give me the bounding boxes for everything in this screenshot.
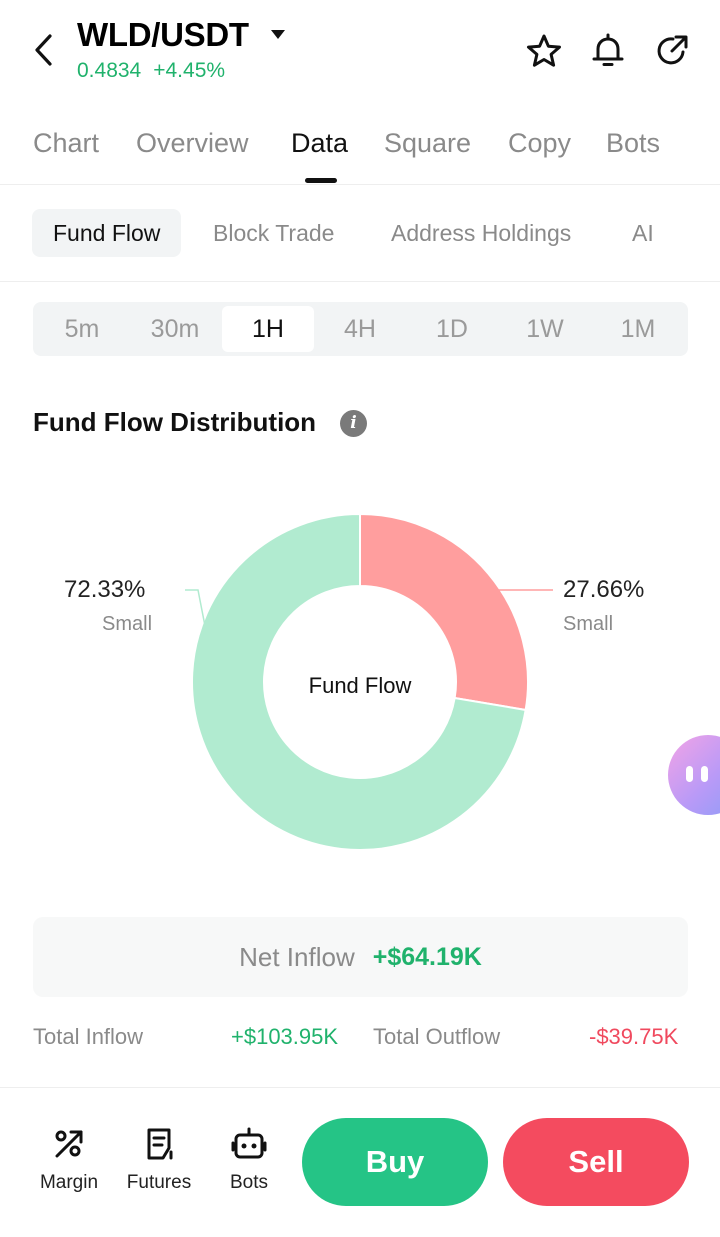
interval-1h[interactable]: 1H (222, 306, 314, 352)
leader-line-1 (185, 589, 238, 787)
tab-square[interactable]: Square (384, 128, 472, 158)
caret-down-icon[interactable] (271, 30, 285, 39)
total-outflow-label: Total Outflow (373, 1024, 501, 1049)
total-inflow-label: Total Inflow (33, 1024, 144, 1049)
net-inflow-label: Net Inflow (239, 941, 355, 972)
donut-slice-0 (359, 512, 529, 712)
interval-4h[interactable]: 4H (344, 315, 376, 343)
total-outflow-value: -$39.75K (589, 1024, 679, 1049)
fund-flow-chart: Fund Flow 72.33% Small 27.66% Small (0, 480, 720, 890)
interval-5m[interactable]: 5m (64, 315, 100, 343)
active-tab-indicator (305, 178, 337, 183)
futures-icon (147, 1128, 173, 1160)
net-inflow-value: +$64.19K (372, 942, 482, 971)
leader-line-0 (483, 577, 553, 591)
buy-button[interactable]: Buy (302, 1118, 488, 1206)
donut-slice-1 (191, 512, 527, 851)
total-inflow-value: +$103.95K (231, 1024, 339, 1049)
assistant-eye-left (686, 766, 693, 782)
futures-button[interactable]: Futures (119, 1126, 199, 1194)
tab-bots[interactable]: Bots (606, 128, 661, 158)
section-title: Fund Flow Distribution (33, 407, 317, 437)
tab-chart[interactable]: Chart (33, 128, 100, 158)
tab-data[interactable]: Data (291, 128, 349, 158)
assistant-eye-right (701, 766, 708, 782)
interval-30m[interactable]: 30m (150, 315, 200, 343)
back-arrow-icon[interactable] (30, 30, 60, 70)
net-inflow-card: Net Inflow +$64.19K (33, 917, 688, 997)
sell-button[interactable]: Sell (503, 1118, 689, 1206)
subtab-block-trade[interactable]: Block Trade (213, 220, 335, 246)
bots-button[interactable]: Bots (209, 1126, 289, 1194)
margin-label: Margin (39, 1172, 99, 1193)
margin-button[interactable]: Margin (29, 1126, 109, 1194)
bell-icon[interactable] (589, 32, 627, 70)
tab-copy[interactable]: Copy (508, 128, 572, 158)
subtab-fund-flow[interactable]: Fund Flow (32, 209, 182, 257)
slice-label-percent-green: 72.33% (64, 576, 146, 603)
price-change: +4.45% (153, 59, 226, 82)
donut-center-label: Fund Flow (309, 673, 412, 698)
last-price: 0.4834 (77, 59, 142, 82)
totals-row: Total Inflow +$103.95K Total Outflow -$3… (0, 1024, 720, 1056)
slice-label-name-green: Small (102, 613, 153, 635)
tab-overview[interactable]: Overview (136, 128, 249, 158)
interval-1m[interactable]: 1M (620, 315, 656, 343)
margin-icon (55, 1130, 83, 1158)
interval-selector: 5m 30m 1H 4H 1D 1W 1M (33, 302, 688, 356)
interval-1w[interactable]: 1W (526, 315, 564, 343)
interval-1d[interactable]: 1D (436, 315, 468, 343)
subtab-ai[interactable]: AI (632, 220, 654, 246)
main-tabs: Chart Overview Data Square Copy Bots (0, 110, 720, 185)
donut-chart: Fund Flow (185, 512, 553, 851)
share-icon[interactable] (653, 32, 691, 70)
sub-tabs: Fund Flow Block Trade Address Holdings A… (0, 185, 720, 282)
bottom-bar: Margin Futures Bots Buy Sell (0, 1087, 720, 1237)
price-row: 0.4834 +4.45% (77, 59, 225, 83)
slice-label-name-red: Small (563, 613, 614, 635)
pair-title[interactable]: WLD/USDT (77, 16, 249, 53)
bots-label: Bots (229, 1172, 269, 1193)
robot-icon (231, 1127, 267, 1159)
slice-label-percent-red: 27.66% (563, 576, 645, 603)
subtab-address-holdings[interactable]: Address Holdings (391, 220, 572, 246)
star-icon[interactable] (525, 32, 563, 70)
info-icon[interactable]: i (340, 410, 367, 437)
futures-label: Futures (126, 1172, 192, 1193)
header: WLD/USDT 0.4834 +4.45% (0, 0, 720, 100)
